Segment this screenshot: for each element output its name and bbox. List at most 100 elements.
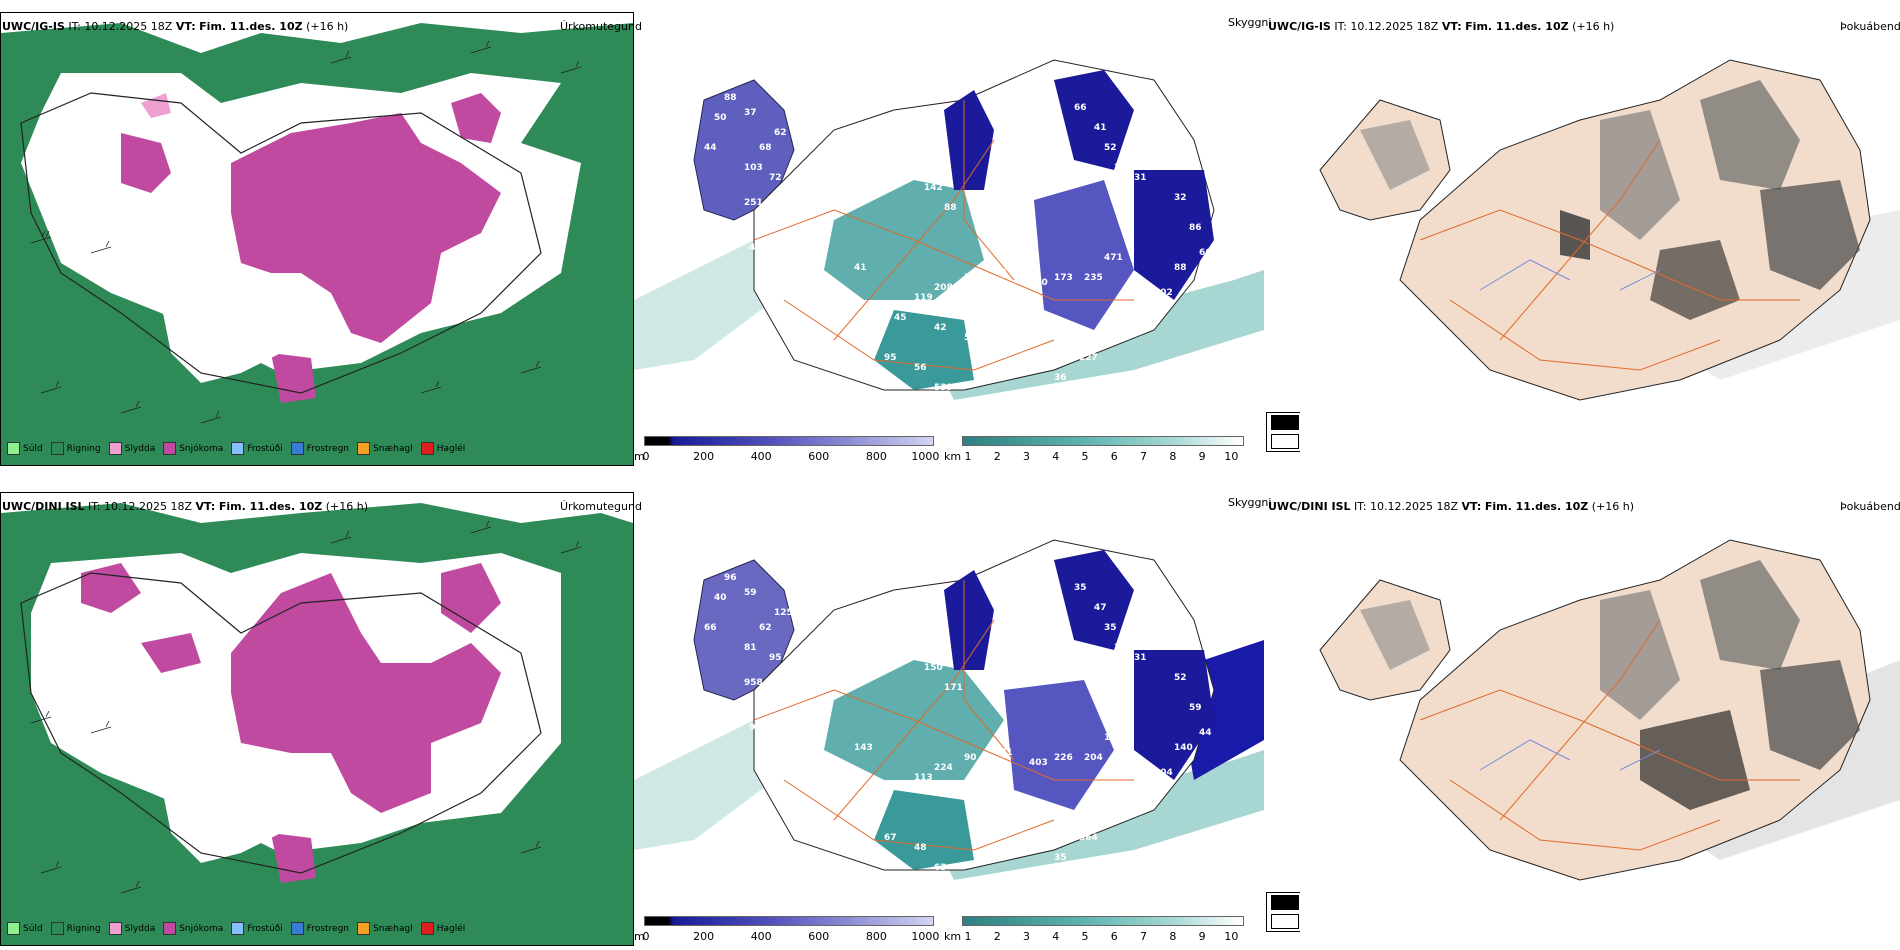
cloud-base-label: 41	[854, 263, 867, 273]
cloud-base-label: 101	[1024, 893, 1043, 903]
cloud-base-label: 280	[1029, 278, 1048, 288]
cloud-base-label: 539	[934, 383, 953, 393]
cloud-base-label: 48	[914, 843, 927, 853]
legend-label: Snæhagl	[373, 443, 413, 454]
legend-label: Snæhagl	[373, 923, 413, 934]
cloud-base-label: 173	[1054, 273, 1073, 283]
cloud-base-label: 66	[1199, 248, 1212, 258]
cloud-base-label: 471	[994, 748, 1013, 758]
fog-product-bottom: Þokuábendi	[1840, 500, 1900, 513]
cloud-base-label: 181	[804, 333, 823, 343]
cloud-base-label: 81	[744, 643, 757, 653]
cloud-scale-m-top: m 0 200 400 600 800 1000	[634, 436, 939, 466]
cloud-base-label: 140	[1174, 743, 1193, 753]
cloud-base-label: 146	[889, 603, 908, 613]
precip-panel-top: Súld Rigning Slydda Snjókoma Frostúði Frostre…	[0, 12, 634, 466]
cloud-base-label: 31	[1134, 653, 1147, 663]
legend-swatch	[163, 442, 177, 455]
precip-product-top: Úrkomutegund	[560, 20, 642, 33]
cloud-base-label: 40	[714, 593, 727, 603]
fog-product-top: Þokuábendi	[1840, 20, 1900, 33]
legend-swatch	[7, 922, 20, 935]
precip-panel-bottom: Súld Rigning Slydda Snjókoma Frostúði Frostre…	[0, 492, 634, 946]
legend-swatch	[163, 922, 177, 935]
cloud-base-label: 204	[1084, 753, 1103, 763]
cloud-base-label: 86	[1189, 223, 1202, 233]
cloud-base-label: 59	[744, 588, 757, 598]
legend-swatch	[108, 922, 122, 935]
cloud-base-label: 36	[1114, 643, 1127, 653]
cloud-base-label: 35	[1054, 853, 1067, 863]
cloud-panel-bottom: 96 40 59 66 62 125 81 95 919 958 95 81 99 18 142 155 146…	[634, 520, 1264, 920]
cloud-base-label: 88	[724, 93, 737, 103]
fog-map-bottom	[1300, 520, 1900, 940]
cloud-scale-km-top: km 1 2 3 4 5 6 7 8 9 10	[944, 436, 1244, 466]
legend-item: Frostregn	[290, 442, 350, 455]
cloud-base-label: 459	[749, 243, 768, 253]
fog-panel-top	[1300, 40, 1900, 460]
cloud-base-label: 54	[964, 273, 977, 283]
cloud-product-bottom: Skyggni	[1228, 496, 1272, 509]
legend-label: Slydda	[124, 443, 156, 454]
cloud-base-label: 44	[704, 143, 717, 153]
cloud-base-label: 37	[744, 108, 757, 118]
cloud-base-label: 68	[759, 143, 772, 153]
cloud-base-label: 87	[784, 198, 797, 208]
cloud-base-label: 42	[934, 323, 947, 333]
cloud-base-label: 88	[899, 643, 912, 653]
cloud-base-label: 89	[904, 628, 917, 638]
cloud-base-label: 95	[769, 653, 782, 663]
cloud-base-label: 50	[714, 113, 727, 123]
cloud-base-label: 56	[914, 363, 927, 373]
legend-item: Slydda	[108, 922, 155, 935]
cloud-base-label: 45	[894, 313, 907, 323]
cloud-base-label: 88	[1174, 263, 1187, 273]
cloud-base-label: 31	[1134, 173, 1147, 183]
legend-swatch	[7, 442, 20, 455]
cloud-base-label: 59	[1189, 703, 1202, 713]
legend-label: Frostregn	[306, 443, 350, 454]
cloud-base-label: 251	[744, 198, 763, 208]
cloud-base-label: 52	[1174, 673, 1187, 683]
legend-item: Rigning	[50, 922, 101, 935]
precip-product-bottom: Úrkomutegund	[560, 500, 642, 513]
cloud-base-label: 113	[914, 773, 933, 783]
legend-item: Snjókoma	[163, 442, 223, 455]
cloud-base-label: 81	[714, 723, 727, 733]
cloud-base-label: 75	[1104, 333, 1117, 343]
cloud-base-label: 235	[1084, 273, 1103, 283]
cloud-base-label: 958	[744, 678, 763, 688]
cloud-base-label: 142	[849, 573, 868, 583]
legend-label: Frostúði	[247, 443, 283, 454]
legend-label: Súld	[23, 443, 43, 454]
legend-item: Snjókoma	[163, 922, 223, 935]
cloud-base-label: 224	[934, 763, 953, 773]
precip-title-bottom: UWC/DINI ISL IT: 10.12.2025 18Z VT: Fim.…	[2, 500, 369, 513]
cloud-base-label: 455	[714, 243, 733, 253]
legend-swatch	[50, 442, 64, 455]
cloud-base-label: 95	[884, 353, 897, 363]
fog-panel-bottom	[1300, 520, 1900, 940]
cloud-base-label: 103	[1024, 413, 1043, 423]
legend-swatch	[420, 442, 434, 455]
legend-swatch	[357, 442, 371, 455]
precip-map-bottom	[1, 493, 633, 945]
cloud-base-label: 62	[774, 128, 787, 138]
cloud-base-label: 45	[849, 93, 862, 103]
cloud-base-label: 59	[899, 163, 912, 173]
cloud-base-label: 106	[674, 248, 693, 258]
legend-swatch	[357, 922, 371, 935]
cloud-base-label: 44	[1199, 728, 1212, 738]
cloud-base-label: 18	[834, 593, 847, 603]
fog-title-top: UWC/IG-IS IT: 10.12.2025 18Z VT: Fim. 11…	[1268, 20, 1615, 33]
cloud-base-label: 32	[1174, 193, 1187, 203]
cloud-base-label: 35	[1104, 623, 1117, 633]
legend-swatch	[231, 922, 245, 935]
legend-swatch	[108, 442, 122, 455]
legend-item: Snæhagl	[357, 922, 413, 935]
cloud-base-label: 919	[784, 678, 803, 688]
cloud-base-label: 88	[944, 203, 957, 213]
cloud-base-label: 564	[1079, 833, 1098, 843]
